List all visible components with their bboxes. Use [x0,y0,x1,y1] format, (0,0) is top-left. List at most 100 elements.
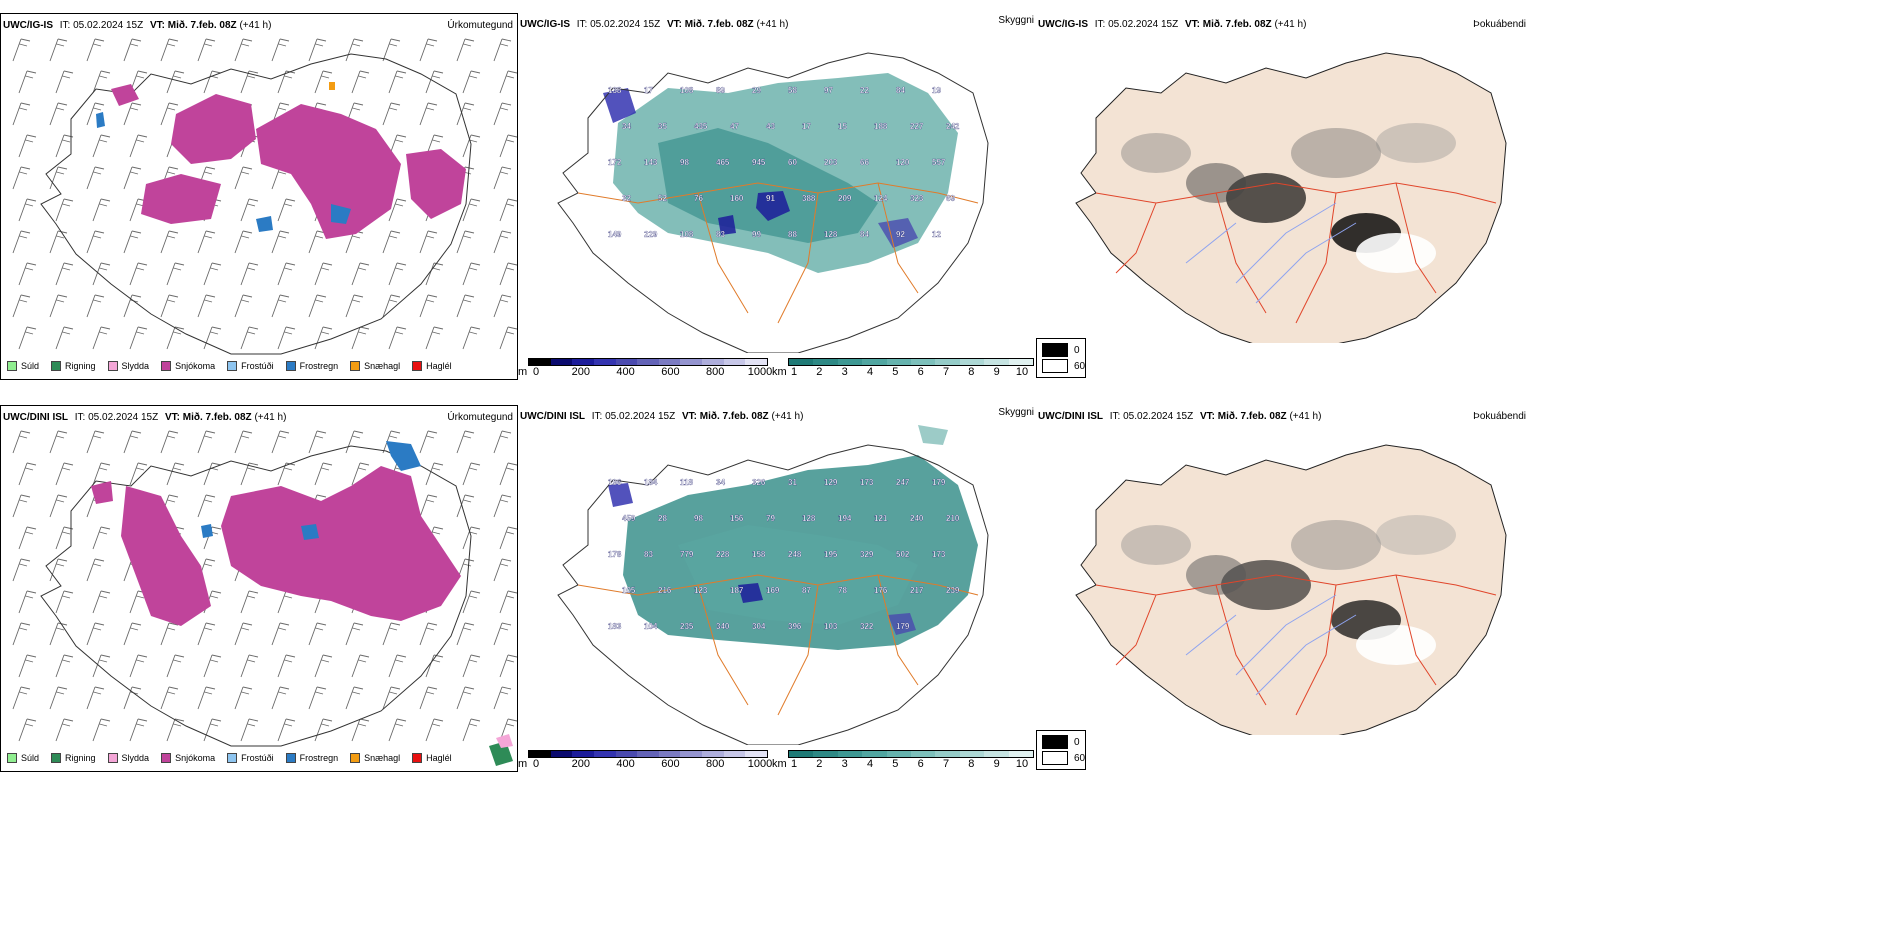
visibility-value: 179 [932,478,946,487]
wind-barb [160,230,179,254]
colorbar-tick: 3 [841,366,848,378]
panel-title: UWC/DINI ISL IT: 05.02.2024 15Z VT: Mið.… [3,412,286,423]
wind-barb [240,198,259,222]
rain-spot [489,734,513,766]
visibility-labels: 196 184 118 34 326 31 129 173 247 179 459 28 98 156 79… [608,478,960,631]
wind-barb [456,686,475,710]
fog-label-high: 60 [1074,360,1086,372]
legend-swatch [51,753,62,763]
wind-barb [499,526,518,550]
field-name: Skyggni [998,15,1034,26]
wind-barb [123,430,142,454]
wind-barb [314,718,333,742]
colorbar-swatch [593,359,616,365]
colorbar-tick: 6 [917,758,924,770]
wind-barb [160,102,179,126]
fog-swatch-high [1042,751,1068,765]
legend-label: Rigning [65,753,96,763]
visibility-colorbar: km 1 2 3 4 5 6 7 8 9 10 [772,750,1034,774]
wind-barb [203,70,222,94]
wind-barb [92,262,111,286]
wind-barb [493,38,512,62]
visibility-value: 239 [946,586,960,595]
visibility-value: 120 [896,158,910,167]
wind-barb [55,70,74,94]
model-name: UWC/IG-IS [520,19,570,30]
wind-barb [462,198,481,222]
init-time-label: IT: [576,19,588,30]
visibility-value: 97 [824,86,833,95]
valid-time-label: VT: [681,411,697,422]
wind-barb [345,294,364,318]
colorbar-tick: 1000 [747,366,773,378]
wind-barb [499,590,518,614]
visibility-value: 15 [838,122,847,131]
valid-time-value: Mið. 7.feb. 08Z [182,412,252,423]
colorbar-tick: 9 [993,366,1000,378]
colorbar-tick: 6 [917,366,924,378]
valid-time-label: VT: [149,20,165,31]
wind-barb [456,494,475,518]
wind-barb [271,430,290,454]
colorbar-strip [788,358,1034,366]
visibility-value: 435 [694,122,708,131]
legend-label: Haglél [426,753,452,763]
visibility-value: 229 [644,230,658,239]
wind-barb [456,102,475,126]
wind-barb [425,262,444,286]
wind-barb [234,166,253,190]
panel-title: UWC/IG-IS IT: 05.02.2024 15Z VT: Mið. 7.… [1038,19,1306,30]
colorbar-tick: 8 [968,758,975,770]
wind-barb [277,718,296,742]
legend-swatch [51,361,62,371]
height-colorbar: m 0 200 400 600 800 1000 [518,358,772,382]
visibility-value: 104 [644,622,658,631]
wind-barb [234,622,253,646]
visibility-value: 52 [658,194,667,203]
wind-barb [160,38,179,62]
panel-title: UWC/IG-IS IT: 05.02.2024 15Z VT: Mið. 7.… [3,20,271,31]
fog-index-map [1075,444,1507,735]
colorbar-swatch [658,359,681,365]
legend-item: Haglél [412,753,452,763]
wind-barb [462,590,481,614]
wind-barb [55,462,74,486]
wind-barb [129,718,148,742]
wind-barb [92,718,111,742]
colorbar-swatch [572,751,594,757]
wind-barb [277,262,296,286]
wind-barb [12,38,31,62]
visibility-value: 129 [824,478,838,487]
wind-barb [160,294,179,318]
colorbar-swatch [789,751,814,757]
colorbar-tick: 9 [993,758,1000,770]
wind-barb [308,622,327,646]
legend-item: Slydda [107,361,149,371]
rivers [1185,594,1357,696]
wind-barb [462,462,481,486]
wind-barb [18,654,37,678]
precip-legend: Súld Rigning Slydda Snjókoma Frostúði Frostre… [7,753,452,763]
visibility-value: 158 [752,550,766,559]
wind-barb [86,622,105,646]
model-name: UWC/IG-IS [3,20,53,31]
wind-barb [277,590,296,614]
colorbar-strip [528,750,768,758]
init-time-label: IT: [1109,411,1121,422]
visibility-value: 240 [910,514,924,523]
visibility-value: 502 [896,550,910,559]
wind-barb [160,622,179,646]
wind-barb [308,430,327,454]
visibility-value: 183 [608,622,622,631]
valid-time-value: Mið. 7.feb. 08Z [1217,411,1287,422]
wind-barb [12,494,31,518]
wind-barb [382,102,401,126]
legend-label: Snjókoma [175,753,216,763]
wind-barb [493,686,512,710]
legend-swatch [412,361,423,371]
legend-item: Snæhagl [350,361,400,371]
wind-barb [277,70,296,94]
init-time-value: 05.02.2024 15Z [88,412,159,423]
fog-shading [1121,123,1456,273]
init-time-value: 05.02.2024 15Z [1123,411,1194,422]
